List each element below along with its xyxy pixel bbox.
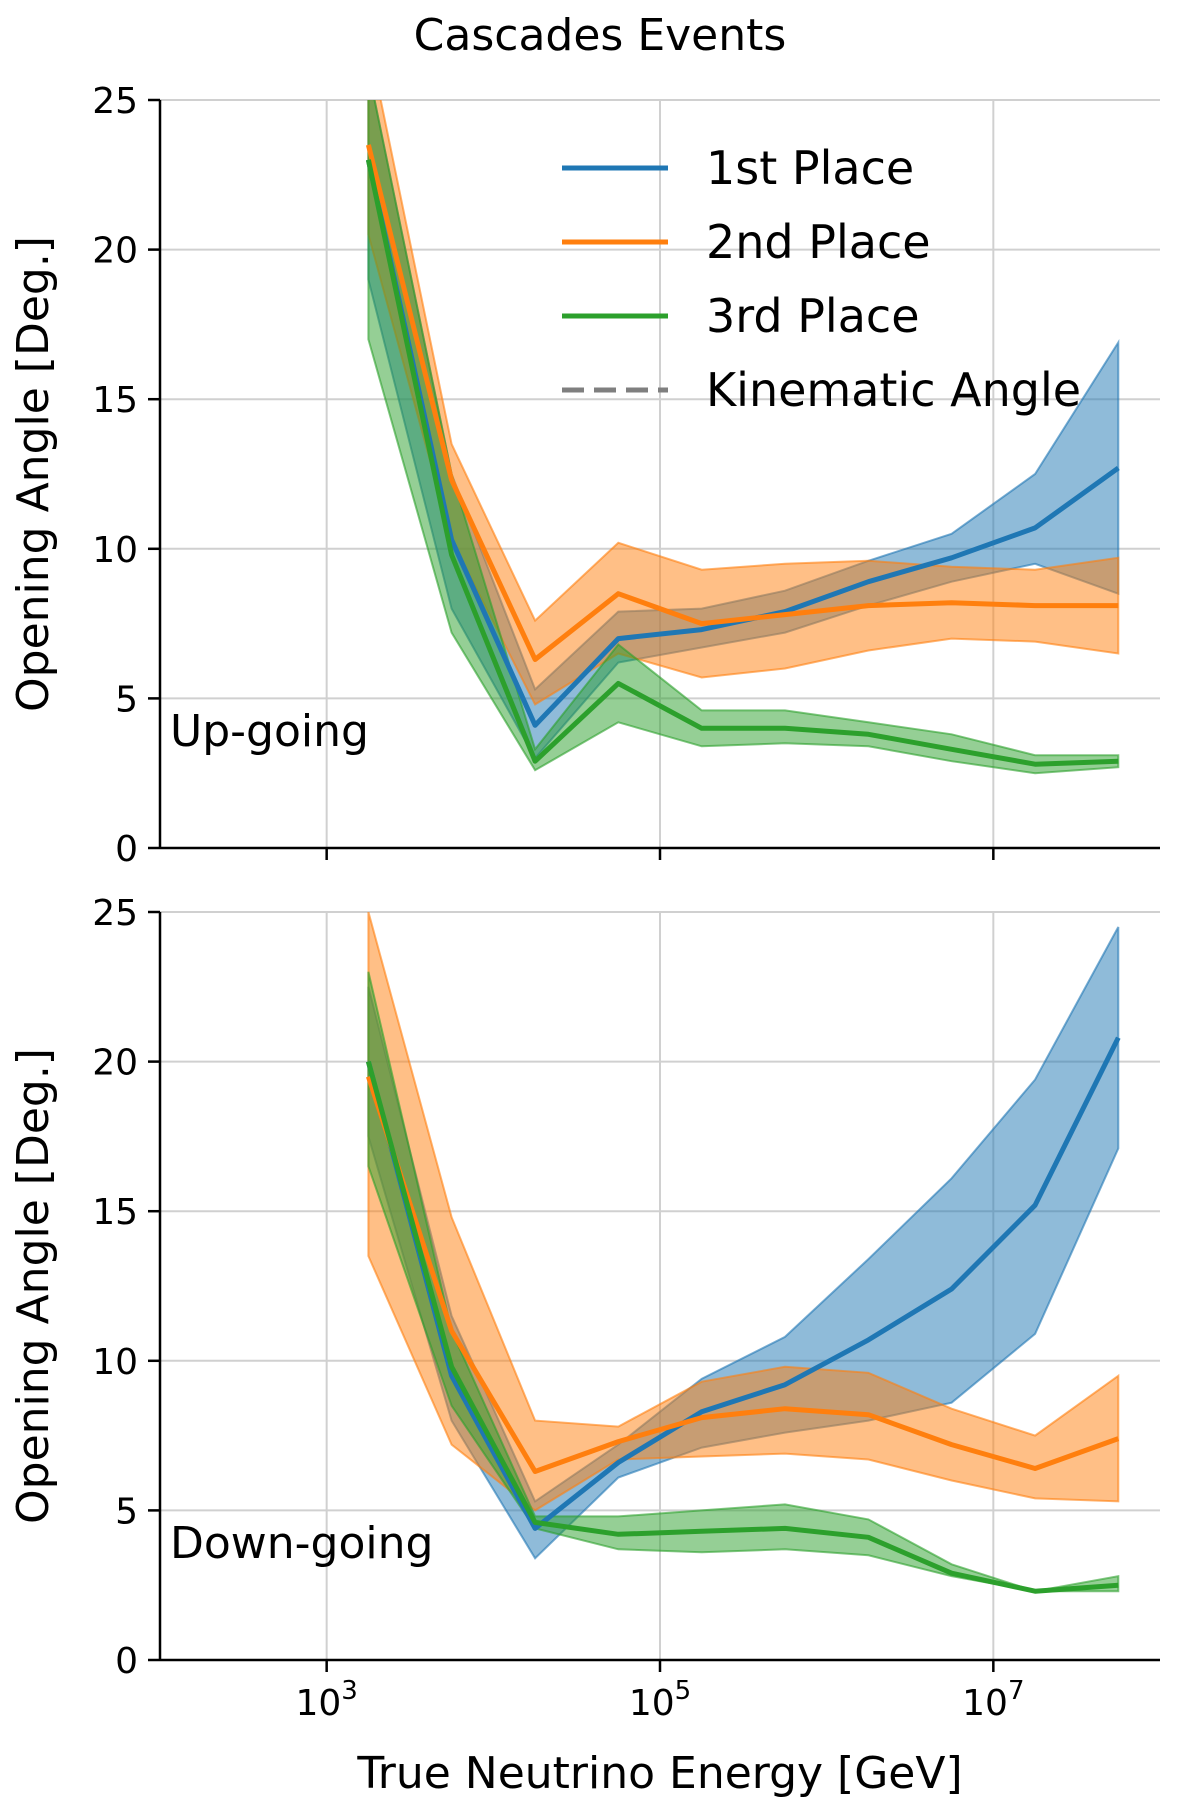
y-tick-label: 15 <box>92 380 138 421</box>
band-2nd-place <box>367 912 1120 1512</box>
y-tick-label: 25 <box>92 893 138 934</box>
legend-label: 2nd Place <box>706 215 931 269</box>
line-3rd-place <box>365 159 1119 767</box>
y-tick-label: 0 <box>115 1641 138 1682</box>
y-tick-label: 0 <box>115 829 138 870</box>
line-3rd-place <box>365 1060 1119 1594</box>
legend-item-kinematic-angle: Kinematic Angle <box>562 363 1081 417</box>
y-tick-label: 10 <box>92 530 138 571</box>
x-tick-label: 103 <box>295 1676 357 1724</box>
panel-label: Up-going <box>170 706 369 757</box>
line-2nd-place <box>365 144 1119 662</box>
gridlines <box>160 99 1160 848</box>
legend-label: 1st Place <box>706 141 914 195</box>
data-layer <box>365 100 1120 775</box>
legend-item-1st-place: 1st Place <box>562 141 914 195</box>
legend-item-2nd-place: 2nd Place <box>562 215 931 269</box>
y-axis-title: Opening Angle [Deg.] <box>8 1048 59 1524</box>
line-1st-place <box>365 1036 1121 1531</box>
legend-label: 3rd Place <box>706 289 920 343</box>
band-3rd-place <box>367 100 1120 775</box>
y-tick-label: 15 <box>92 1192 138 1233</box>
y-tick-label: 20 <box>92 1043 138 1084</box>
legend-label: Kinematic Angle <box>706 363 1081 417</box>
data-layer <box>365 912 1121 1594</box>
panel-label: Down-going <box>170 1518 433 1569</box>
x-tick-label: 105 <box>629 1676 691 1724</box>
legend: 1st Place 2nd Place 3rd Place Kinematic Ang… <box>562 141 1081 417</box>
y-tick-label: 5 <box>115 1491 138 1532</box>
up-going-panel: 0 5 10 15 20 25 Opening Angle [Deg.] Up-going <box>8 81 1160 870</box>
band-2nd-place <box>367 100 1120 706</box>
x-tick-label: 107 <box>962 1676 1024 1724</box>
y-axis-title: Opening Angle [Deg.] <box>8 236 59 712</box>
y-tick-label: 20 <box>92 231 138 272</box>
band-3rd-place <box>367 971 1120 1593</box>
line-2nd-place <box>366 1075 1120 1474</box>
chart-title: Cascades Events <box>414 10 787 61</box>
y-tick-label: 25 <box>92 81 138 122</box>
y-tick-label: 10 <box>92 1342 138 1383</box>
legend-item-3rd-place: 3rd Place <box>562 289 920 343</box>
x-axis-title: True Neutrino Energy [GeV] <box>356 1748 962 1799</box>
down-going-panel: 0 5 10 15 20 25 103 105 107 Opening Angle [Deg.] T… <box>8 893 1160 1799</box>
y-tick-label: 5 <box>115 679 138 720</box>
